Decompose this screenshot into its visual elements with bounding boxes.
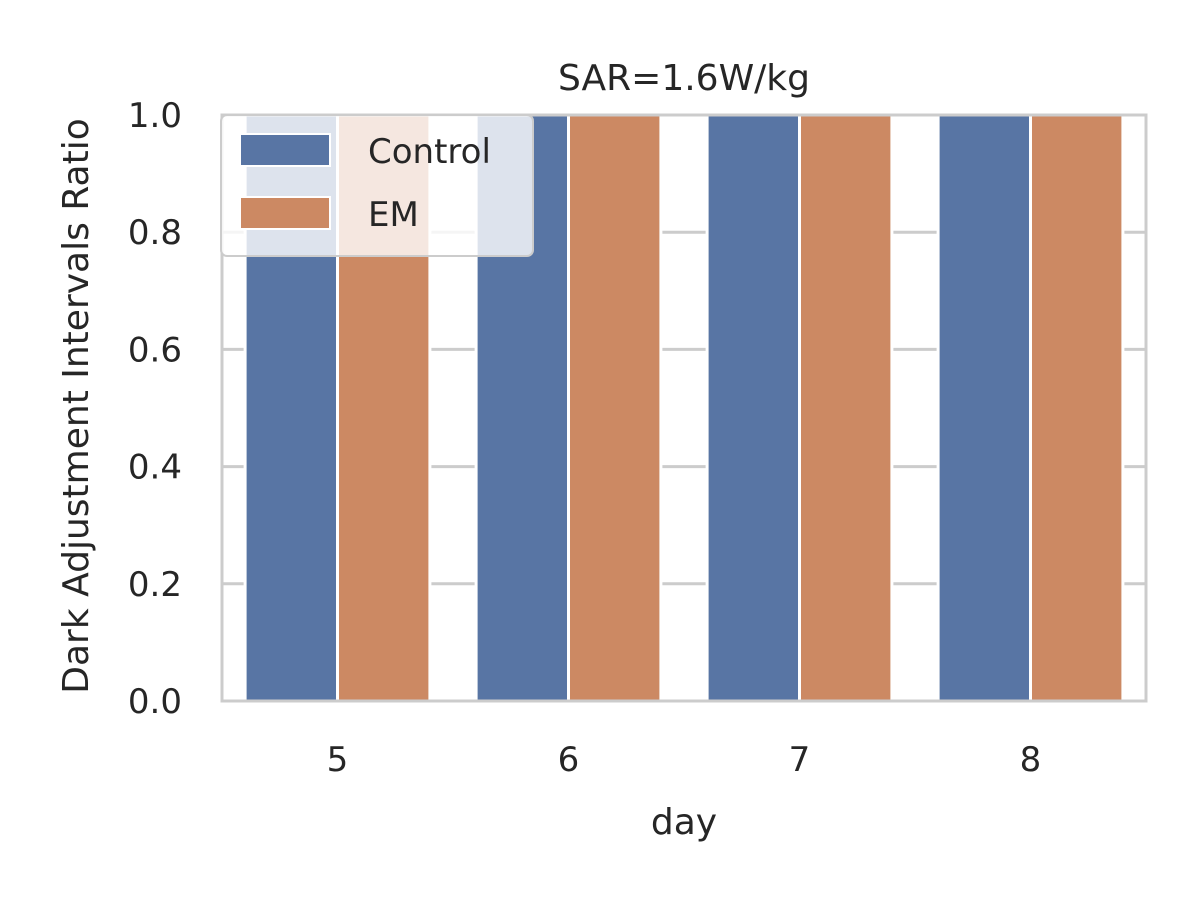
- bar-control-day-7: [705, 113, 801, 703]
- legend-label-em: EM: [368, 195, 419, 235]
- bar-em-day-7: [798, 113, 894, 703]
- x-tick-label: 5: [327, 740, 349, 780]
- y-tick-label: 0.8: [128, 213, 182, 253]
- bar-em-day-6: [567, 113, 663, 703]
- x-tick-label: 6: [558, 740, 580, 780]
- legend: Control EM: [220, 114, 534, 257]
- y-tick-label: 0.0: [128, 682, 182, 722]
- plot-frame: [220, 113, 1148, 703]
- y-tick-label: 0.4: [128, 448, 182, 488]
- bar-control-day-8: [936, 113, 1032, 703]
- x-tick-label: 8: [1020, 740, 1042, 780]
- y-axis-label: Dark Adjustment Intervals Ratio: [56, 118, 97, 694]
- chart-title: SAR=1.6W/kg: [558, 58, 810, 99]
- y-tick-label: 1.0: [128, 96, 182, 136]
- y-tick-labels: 0.0 0.2 0.4 0.6 0.8 1.0: [128, 96, 182, 722]
- legend-swatch-control: [239, 133, 331, 167]
- x-tick-labels: 5 6 7 8: [327, 740, 1042, 780]
- x-tick-label: 7: [789, 740, 811, 780]
- bar-em-day-8: [1029, 113, 1125, 703]
- x-axis-label: day: [651, 802, 717, 843]
- legend-label-control: Control: [368, 132, 491, 172]
- y-tick-label: 0.6: [128, 330, 182, 370]
- legend-swatch-em: [239, 196, 331, 230]
- y-tick-label: 0.2: [128, 565, 182, 605]
